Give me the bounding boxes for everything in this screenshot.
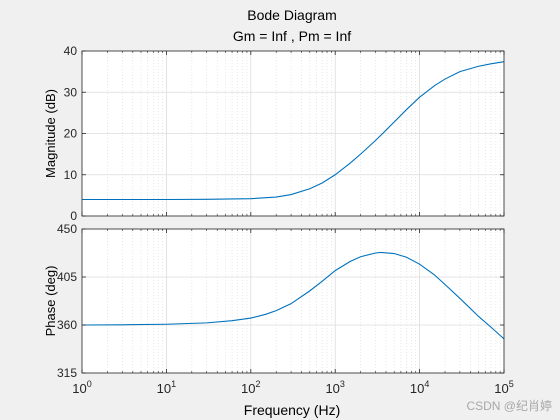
y-tick-label: 450	[57, 222, 77, 236]
y-axis-label: Phase (deg)	[43, 266, 58, 337]
y-tick-label: 40	[64, 44, 78, 58]
chart-subtitle: Gm = Inf , Pm = Inf	[233, 28, 351, 44]
y-tick-label: 20	[64, 127, 78, 141]
axes-box	[81, 228, 505, 374]
x-tick-label: 104	[410, 379, 429, 396]
x-axis-label: Frequency (Hz)	[244, 402, 340, 418]
x-tick-label: 105	[494, 379, 513, 396]
y-tick-label: 360	[57, 318, 77, 332]
plot-area	[82, 229, 504, 373]
magnitude-panel: 0 10 20 30 40 Magnitude (dB)	[43, 44, 505, 223]
phase-panel: 315 360 405 450 Phase (deg) 100 101 102 103 104 10…	[43, 222, 514, 396]
chart-title: Bode Diagram	[247, 7, 337, 23]
series-line	[81, 251, 505, 340]
x-tick-label: 102	[241, 379, 260, 396]
y-tick-label: 0	[70, 209, 77, 223]
y-tick-label: 315	[57, 366, 77, 380]
x-tick-label: 101	[157, 379, 176, 396]
y-tick-label: 30	[64, 85, 78, 99]
x-tick-label: 100	[72, 379, 91, 396]
watermark: CSDN @纪肖婷	[466, 399, 552, 413]
series-line	[82, 61, 505, 201]
y-axis-label: Magnitude (dB)	[43, 89, 58, 178]
x-tick-label: 103	[325, 379, 344, 396]
y-tick-label: 405	[57, 270, 77, 284]
y-tick-label: 10	[64, 168, 78, 182]
